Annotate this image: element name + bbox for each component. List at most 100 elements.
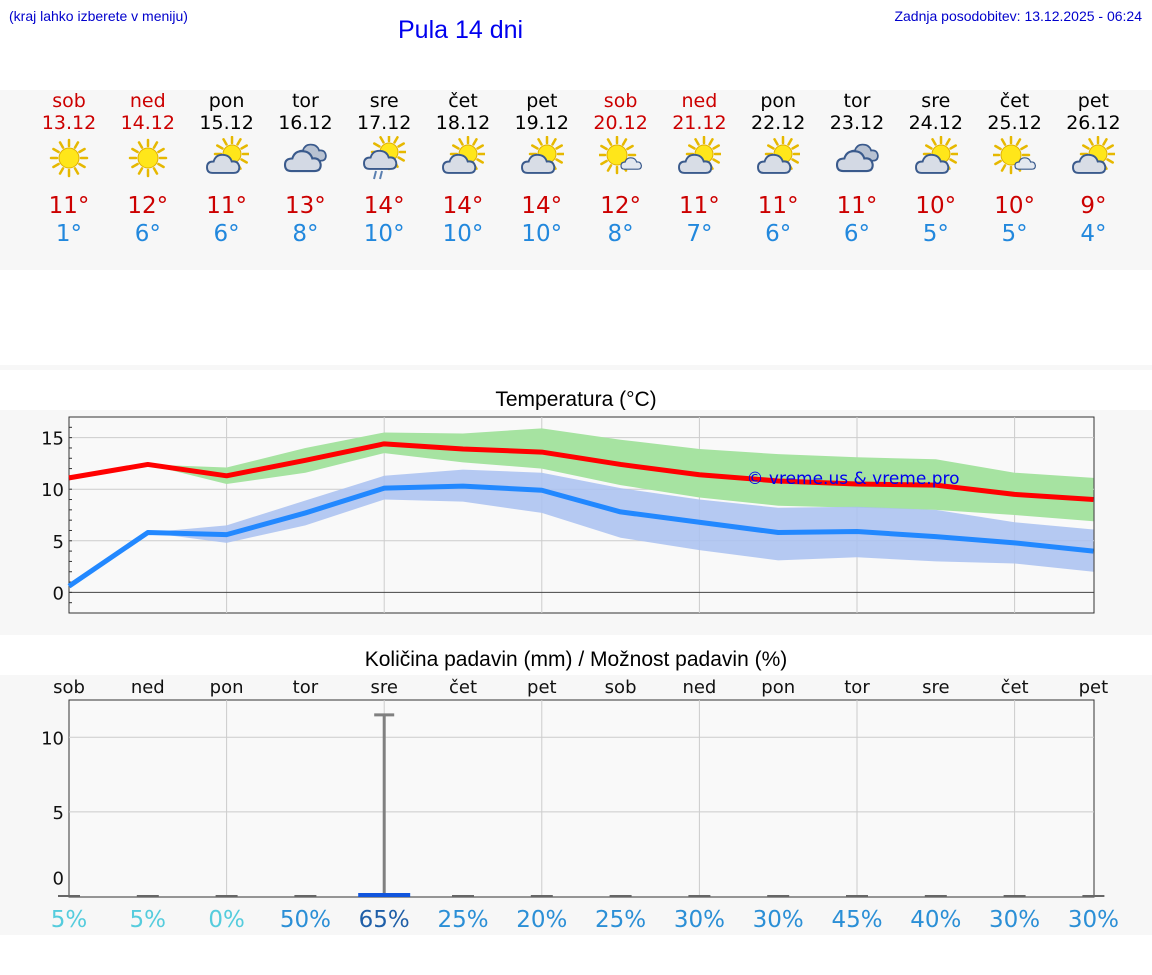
- forecast-day: ned 14.12 12° 6°: [108, 90, 188, 248]
- forecast-min-temp: 6°: [134, 221, 161, 247]
- forecast-min-temp: 1°: [55, 221, 83, 247]
- forecast-day: tor 16.12 13° 8°: [265, 90, 345, 248]
- x-category-label: pon: [210, 677, 244, 698]
- precipitation-chart: 0 5 10 sob ned pon tor sre čet pet sob ned pon tor sre…: [41, 677, 1119, 933]
- precipitation-probability: 25%: [437, 907, 488, 933]
- min-temp-band: [69, 469, 1094, 587]
- x-category-label: pon: [761, 677, 795, 698]
- sun-small-cloud-icon: [598, 136, 642, 175]
- max-temp-band: [69, 428, 1094, 522]
- partly-cloudy-icon: [914, 136, 958, 174]
- precipitation-bar: [609, 895, 632, 897]
- precipitation-probability: 0%: [208, 907, 245, 933]
- forecast-day: sre 24.12 10° 5°: [896, 90, 976, 248]
- x-category-label: ned: [131, 677, 165, 698]
- precipitation-probability: 50%: [280, 907, 331, 933]
- last-updated: Zadnja posodobitev: 13.12.2025 - 06:24: [894, 8, 1142, 24]
- forecast-date: 23.12: [829, 112, 885, 134]
- forecast-min-temp: 10°: [442, 221, 484, 247]
- y-tick-label: 15: [41, 429, 64, 450]
- watermark: © vreme.us & vreme.pro: [746, 469, 959, 489]
- y-tick-label: 0: [53, 869, 64, 890]
- forecast-date: 21.12: [672, 112, 727, 134]
- forecast-max-temp: 11°: [836, 193, 878, 219]
- forecast-day-name: pon: [760, 90, 797, 112]
- forecast-min-temp: 10°: [363, 221, 405, 247]
- precipitation-bar: [358, 893, 411, 897]
- precipitation-probability: 45%: [831, 907, 882, 933]
- y-tick-label: 10: [41, 728, 64, 749]
- forecast-min-temp: 8°: [607, 221, 634, 247]
- forecast-day: sob 13.12 11° 1°: [29, 90, 109, 248]
- forecast-date: 17.12: [356, 112, 412, 134]
- y-tick-label: 5: [53, 803, 64, 824]
- partly-cloudy-icon: [520, 136, 564, 174]
- x-category-label: tor: [844, 677, 870, 698]
- forecast-date: 15.12: [199, 112, 254, 134]
- forecast-date: 25.12: [987, 112, 1042, 134]
- x-category-label: sob: [605, 677, 637, 698]
- forecast-panel: sob 13.12 11° 1° ned 14.12 12° 6° pon 15.12 11° 6° t…: [0, 90, 1152, 270]
- precipitation-plot-area: [68, 699, 1095, 898]
- x-category-label: čet: [1001, 677, 1029, 698]
- forecast-date: 14.12: [120, 112, 175, 134]
- forecast-date: 24.12: [908, 112, 963, 134]
- partly-cloudy-icon: [442, 136, 485, 174]
- forecast-day-name: čet: [999, 90, 1030, 112]
- forecast-day-name: pet: [526, 90, 558, 112]
- page-title: Pula 14 dni: [398, 16, 524, 44]
- temperature-chart: 0 5 10 15 © vreme.us & vreme.pro: [41, 416, 1095, 614]
- precipitation-probability: 30%: [989, 907, 1040, 933]
- forecast-min-temp: 7°: [686, 221, 713, 247]
- forecast-day: pon 22.12 11° 6°: [738, 90, 818, 248]
- cloudy-icon: [284, 143, 328, 173]
- forecast-day: ned 21.12 11° 7°: [659, 90, 739, 248]
- forecast-day-name: pet: [1077, 90, 1109, 112]
- divider: [0, 365, 1152, 370]
- forecast-min-temp: 5°: [922, 221, 949, 247]
- precipitation-probability: 65%: [359, 907, 410, 933]
- min-temp-line: [67, 483, 1094, 589]
- forecast-date: 13.12: [41, 112, 97, 134]
- precipitation-probability: 5%: [130, 907, 167, 933]
- forecast-day-name: ned: [129, 90, 166, 112]
- y-tick-label: 5: [53, 532, 64, 553]
- forecast-day-name: tor: [291, 90, 319, 112]
- precipitation-bar: [136, 895, 159, 897]
- precipitation-chart-title: Količina padavin (mm) / Možnost padavin …: [364, 648, 788, 671]
- y-tick-label: 10: [41, 480, 64, 501]
- forecast-max-temp: 11°: [48, 193, 90, 219]
- x-category-label: sob: [53, 677, 85, 698]
- precipitation-bar: [1082, 895, 1105, 897]
- sun-small-cloud-icon: [992, 136, 1036, 175]
- forecast-day: tor 23.12 11° 6°: [817, 90, 897, 248]
- x-category-label: sre: [922, 677, 949, 698]
- forecast-day-name: pon: [208, 90, 245, 112]
- precipitation-bar: [294, 895, 317, 897]
- precipitation-probability: 20%: [516, 907, 567, 933]
- precipitation-bar: [688, 895, 711, 897]
- precipitation-bar: [1003, 895, 1026, 897]
- x-category-label: pet: [527, 677, 557, 698]
- x-category-label: pet: [1079, 677, 1109, 698]
- forecast-max-temp: 11°: [679, 193, 720, 219]
- forecast-min-temp: 6°: [213, 221, 240, 247]
- forecast-day-name: sre: [921, 90, 951, 112]
- max-temp-line: [68, 441, 1094, 503]
- forecast-max-temp: 13°: [285, 193, 326, 219]
- partly-cloudy-icon: [205, 136, 249, 174]
- precipitation-chart-panel: 0 5 10 sob ned pon tor sre čet pet sob ned pon tor sre…: [0, 675, 1152, 935]
- forecast-min-temp: 4°: [1080, 221, 1107, 247]
- forecast-day-name: čet: [448, 90, 478, 112]
- forecast-date: 22.12: [750, 112, 806, 134]
- precipitation-bar: [452, 895, 474, 897]
- x-category-label: čet: [449, 677, 477, 698]
- sun-icon: [49, 138, 89, 178]
- forecast-date: 16.12: [278, 112, 333, 134]
- sun-icon: [128, 138, 168, 178]
- precipitation-probability: 5%: [51, 907, 88, 933]
- precipitation-bar: [924, 895, 947, 897]
- x-category-label: ned: [682, 677, 716, 698]
- forecast-date: 18.12: [435, 112, 491, 134]
- precipitation-bar: [58, 895, 80, 897]
